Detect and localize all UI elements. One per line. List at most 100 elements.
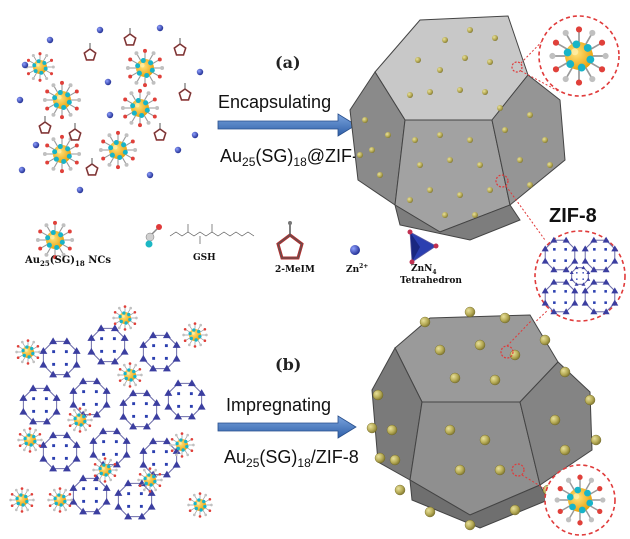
legend-gsh-molecule (169, 224, 255, 244)
surface-cluster-ball (424, 506, 436, 518)
cluster-dot (377, 172, 383, 178)
surface-cluster-ball (539, 334, 551, 346)
legend-gsh-icon (145, 224, 162, 248)
au25-cluster (42, 80, 82, 120)
au25-cluster (120, 88, 160, 128)
surface-cluster-ball (590, 434, 602, 446)
cluster-dot (442, 37, 448, 43)
precursor-mixture-a (16, 24, 204, 194)
zoom-circle-framework (534, 230, 626, 322)
surface-cluster-ball (549, 414, 561, 426)
au25-cluster (112, 305, 138, 331)
cluster-dot (447, 157, 453, 163)
cluster-dot (527, 182, 533, 188)
cluster-dot (417, 162, 423, 168)
framework-cage (569, 265, 591, 286)
legend-znn4-icon (407, 229, 439, 265)
legend-zn-label: Zn2+ (346, 263, 368, 275)
legend: Au25(SG)18 NCs GSH 2-MeIM Zn2+ (24, 220, 462, 286)
zn-ion (21, 61, 29, 69)
zn-ion (76, 186, 84, 194)
zn-ion (104, 78, 112, 86)
surface-cluster-ball (434, 344, 446, 356)
au25-cluster (25, 52, 55, 82)
legend-meim-label: 2-MeIM (275, 265, 315, 275)
cluster-dot (482, 89, 488, 95)
au25-cluster (117, 362, 143, 388)
zoomed-au25-cluster (554, 474, 606, 526)
zoom-marker-b (511, 463, 525, 477)
cluster-dot (442, 212, 448, 218)
cluster-dot (437, 67, 443, 73)
cluster-dot (487, 59, 493, 65)
surface-cluster-ball (389, 454, 401, 466)
zn-ion (196, 68, 204, 76)
surface-cluster-ball (374, 452, 386, 464)
zoomed-cluster-b (554, 474, 606, 526)
panel-a-product-label: Au25(SG)18@ZIF-8 (220, 146, 368, 169)
cluster-dot (517, 157, 523, 163)
au25-cluster (98, 130, 138, 170)
cluster-dot (472, 212, 478, 218)
zn-ion (32, 141, 40, 149)
meim-ligand (178, 83, 192, 101)
meim-ligand (85, 158, 99, 176)
framework-cage (19, 384, 61, 425)
framework-cage (139, 331, 181, 372)
zn-ion (96, 26, 104, 34)
framework-with-clusters-b (9, 305, 213, 520)
framework-cage (581, 236, 619, 273)
panel-b-product-label: Au25(SG)18/ZIF-8 (224, 447, 359, 470)
surface-cluster-ball (394, 484, 406, 496)
cluster-dot (415, 57, 421, 63)
legend-nc-label: Au25(SG)18 NCs (24, 255, 111, 268)
au25-cluster (182, 322, 208, 348)
au25-cluster (187, 492, 213, 518)
zoomed-au25-cluster (549, 26, 609, 86)
zoom-marker-framework (495, 174, 509, 188)
surface-cluster-ball (584, 394, 596, 406)
meim-ligand (83, 43, 97, 61)
surface-cluster-ball (559, 444, 571, 456)
surface-cluster-ball (444, 424, 456, 436)
surface-cluster-ball (499, 312, 511, 324)
framework-cage (139, 437, 181, 478)
surface-cluster-ball (454, 464, 466, 476)
zn-ion (174, 146, 182, 154)
panel-a-process-label: Encapsulating (218, 92, 331, 112)
legend-gsh-label: GSH (193, 253, 216, 263)
au25-cluster (92, 457, 118, 483)
au25-cluster (17, 427, 43, 453)
zn-ion (156, 24, 164, 32)
zn-ion (146, 171, 154, 179)
meim-ligand (38, 116, 52, 134)
cluster-dot (357, 152, 363, 158)
au25-cluster (47, 487, 73, 513)
panel-b-process-label: Impregnating (226, 395, 331, 415)
panel-b-arrow (217, 415, 357, 439)
cluster-dot (487, 187, 493, 193)
surface-cluster-ball (386, 424, 398, 436)
framework-cage (581, 278, 619, 315)
cluster-dot (477, 162, 483, 168)
surface-cluster-ball (479, 434, 491, 446)
zoom-line-f1 (505, 185, 546, 241)
legend-tetrahedron-label: Tetrahedron (400, 276, 462, 286)
cluster-dot (497, 105, 503, 111)
cluster-dot (437, 132, 443, 138)
cluster-dot (467, 27, 473, 33)
cluster-dot (527, 112, 533, 118)
framework-cage (164, 379, 206, 420)
au25-cluster (9, 487, 35, 513)
framework-cage (541, 278, 579, 315)
meim-ligand (153, 123, 167, 141)
zoom-line-a1 (520, 22, 561, 64)
cluster-dot (427, 187, 433, 193)
surface-cluster-ball (372, 389, 384, 401)
cluster-dot (427, 89, 433, 95)
cluster-dot (502, 127, 508, 133)
surface-cluster-ball (464, 306, 476, 318)
cluster-dot (369, 147, 375, 153)
framework-cage (39, 337, 81, 378)
cluster-dot (492, 35, 498, 41)
